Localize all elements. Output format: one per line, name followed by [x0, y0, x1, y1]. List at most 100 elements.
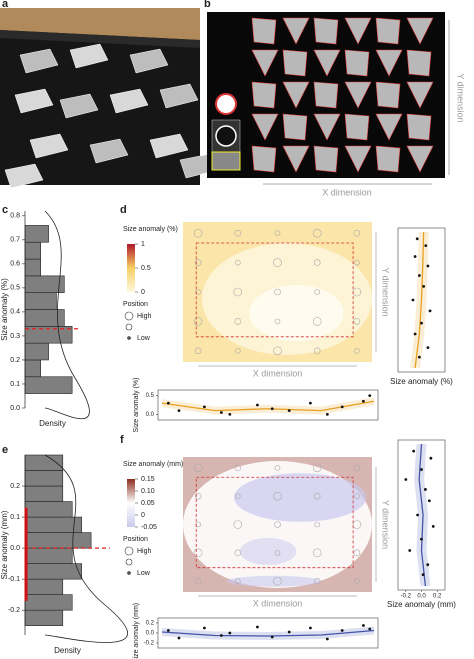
- bar: [24, 563, 82, 580]
- y-tick-label: 0.2: [10, 483, 20, 490]
- colorbar-tick-label: 0.10: [141, 488, 155, 495]
- data-point: [408, 549, 412, 552]
- bar: [24, 609, 64, 626]
- photo-tile: [313, 113, 341, 141]
- position-marker: [354, 493, 360, 499]
- position-marker: [193, 548, 203, 558]
- data-point: [166, 629, 170, 632]
- data-point: [270, 635, 274, 639]
- photo-tile: [251, 49, 279, 77]
- data-point: [422, 285, 426, 288]
- position-marker: [314, 521, 320, 528]
- y-tick-label: 0.0: [146, 412, 155, 418]
- position-marker: [235, 347, 241, 354]
- x-tick-label: 0.0: [417, 594, 426, 600]
- y-tick-label: 0.5: [10, 285, 20, 292]
- photo-tile: [109, 88, 149, 114]
- bar: [24, 225, 49, 243]
- x-tick-label: 0.2: [433, 594, 442, 600]
- position-marker: [273, 258, 282, 267]
- data-point: [256, 625, 259, 629]
- photo-tile: [251, 17, 277, 45]
- data-point: [362, 399, 365, 403]
- photo-tile: [375, 17, 401, 45]
- colorbar-tick-label: 0: [141, 512, 145, 519]
- position-marker: [353, 229, 361, 237]
- photo-tile: [344, 81, 372, 109]
- position-marker: [274, 288, 281, 296]
- data-point: [203, 626, 206, 630]
- photo-tile: [344, 145, 372, 173]
- photo-tile: [129, 48, 169, 74]
- y-axis-label: Y dimension: [381, 500, 391, 549]
- data-point: [411, 298, 415, 302]
- x-axis-label: Size anomaly (mm): [387, 600, 456, 609]
- position-marker: [313, 492, 321, 500]
- position-marker: [273, 491, 282, 501]
- y-tick-label: 0.0: [146, 631, 155, 637]
- photo-tile: [406, 113, 432, 141]
- bar: [24, 342, 49, 361]
- data-point: [368, 627, 372, 631]
- x-axis-label: Density: [39, 419, 66, 428]
- photo-tile: [375, 113, 403, 141]
- photo-tile: [19, 48, 59, 74]
- position-marker: [354, 578, 360, 585]
- data-point: [426, 264, 430, 268]
- photo-tile: [149, 133, 189, 159]
- data-point: [340, 629, 344, 632]
- data-point: [404, 478, 408, 481]
- fit-line: [161, 400, 375, 412]
- position-marker: [312, 317, 322, 326]
- y-axis-label: Size anomaly (%): [0, 278, 9, 341]
- position-marker: [235, 578, 241, 585]
- y-axis-label: Size anomaly (%): [133, 378, 140, 433]
- fit-line: [418, 443, 427, 587]
- data-point: [368, 394, 372, 398]
- heatmap-region: [249, 285, 344, 341]
- position-marker: [235, 493, 241, 499]
- y-axis-label: Y dimension: [381, 267, 391, 316]
- y-axis-label: Size anomaly (mm): [0, 510, 9, 579]
- position-marker: [234, 549, 242, 557]
- data-point: [325, 412, 329, 416]
- x-axis-label: X dimension: [253, 368, 303, 378]
- legend-marker: [124, 311, 134, 321]
- legend-marker: [125, 558, 133, 566]
- photo-tile: [251, 145, 277, 173]
- data-point: [428, 309, 432, 313]
- position-marker: [354, 347, 360, 354]
- photo-tile: [313, 145, 339, 173]
- photo-tile: [406, 17, 434, 45]
- position-marker: [234, 464, 242, 472]
- position-marker: [233, 520, 243, 529]
- position-marker: [235, 259, 241, 266]
- x-axis-label: Size anomaly (%): [390, 377, 453, 386]
- data-point: [270, 407, 274, 411]
- legend-marker: [125, 323, 133, 331]
- data-point: [219, 411, 223, 414]
- photo-tile: [4, 163, 44, 189]
- y-tick-label: 0.7: [10, 237, 20, 244]
- y-tick-label: 0.5: [146, 393, 155, 399]
- y-tick-label: 0.4: [10, 309, 20, 316]
- photo-tile: [282, 81, 310, 109]
- plot-frame: [397, 227, 446, 373]
- x-axis-label: X dimension: [253, 598, 303, 608]
- frame-outline: [195, 476, 354, 569]
- photo-tile: [282, 17, 310, 45]
- legend-marker: [127, 336, 131, 340]
- photo-tile: [344, 17, 372, 45]
- bar: [24, 594, 73, 611]
- data-point: [219, 634, 223, 637]
- data-point: [420, 468, 423, 471]
- fit-line: [161, 629, 375, 637]
- bar: [24, 578, 64, 595]
- x-axis-label: X dimension: [322, 187, 372, 197]
- position-marker: [273, 346, 282, 356]
- bar: [24, 292, 57, 310]
- y-tick-label: 0.1: [10, 381, 20, 388]
- photo-tile: [89, 138, 129, 164]
- position-marker: [234, 229, 242, 237]
